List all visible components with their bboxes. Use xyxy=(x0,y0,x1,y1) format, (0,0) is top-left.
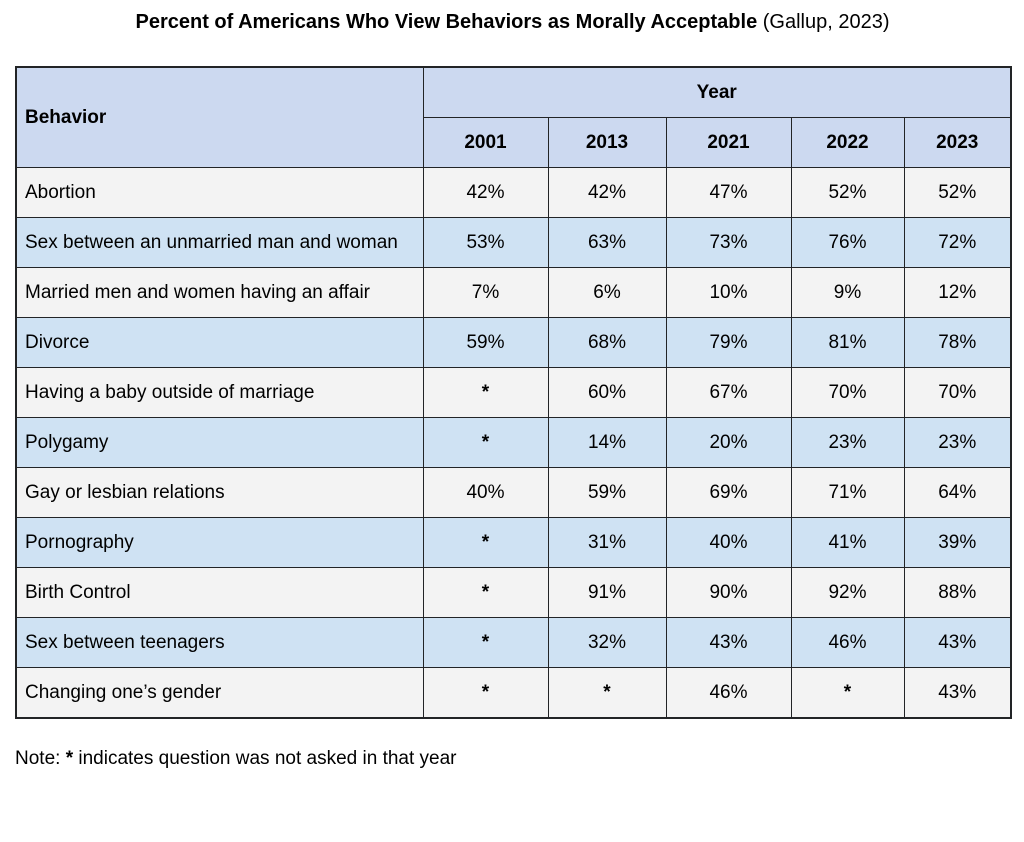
behavior-cell: Married men and women having an affair xyxy=(15,267,424,318)
value-cell: 73% xyxy=(665,217,792,268)
value-cell: 88% xyxy=(903,567,1012,618)
value-cell: 43% xyxy=(665,617,792,668)
value-cell: * xyxy=(422,517,549,568)
value-cell: * xyxy=(790,667,905,719)
year-column-header: 2013 xyxy=(547,117,667,168)
value-cell: 52% xyxy=(790,167,905,218)
behavior-cell: Gay or lesbian relations xyxy=(15,467,424,518)
morality-table: Behavior Year 2001 2013 2021 2022 2023 Abort… xyxy=(15,66,1012,719)
table-row: Gay or lesbian relations 40% 59% 69% 71% 64% xyxy=(15,467,1012,518)
value-cell: 59% xyxy=(547,467,667,518)
value-cell: 42% xyxy=(547,167,667,218)
value-cell: 23% xyxy=(790,417,905,468)
value-cell: 60% xyxy=(547,367,667,418)
note-text: indicates question was not asked in that… xyxy=(73,748,457,769)
value-cell: 41% xyxy=(790,517,905,568)
table-row: Sex between an unmarried man and woman 53… xyxy=(15,217,1012,268)
note-asterisk: * xyxy=(65,748,74,769)
value-cell: * xyxy=(422,367,549,418)
value-cell: * xyxy=(547,667,667,719)
behavior-cell: Sex between teenagers xyxy=(15,617,424,668)
table-row: Birth Control * 91% 90% 92% 88% xyxy=(15,567,1012,618)
table-row: Sex between teenagers * 32% 43% 46% 43% xyxy=(15,617,1012,668)
year-column-header: 2022 xyxy=(790,117,905,168)
value-cell: 40% xyxy=(422,467,549,518)
value-cell: 39% xyxy=(903,517,1012,568)
value-cell: 78% xyxy=(903,317,1012,368)
behavior-cell: Divorce xyxy=(15,317,424,368)
table-row: Having a baby outside of marriage * 60% 67%… xyxy=(15,367,1012,418)
value-cell: 7% xyxy=(422,267,549,318)
year-group-header: Year xyxy=(422,66,1012,118)
value-cell: 42% xyxy=(422,167,549,218)
table-row: Married men and women having an affair 7%… xyxy=(15,267,1012,318)
value-cell: 76% xyxy=(790,217,905,268)
value-cell: 59% xyxy=(422,317,549,368)
value-cell: 90% xyxy=(665,567,792,618)
year-column-header: 2023 xyxy=(903,117,1012,168)
value-cell: 6% xyxy=(547,267,667,318)
table-row: Pornography * 31% 40% 41% 39% xyxy=(15,517,1012,568)
value-cell: * xyxy=(422,617,549,668)
value-cell: 9% xyxy=(790,267,905,318)
value-cell: 70% xyxy=(790,367,905,418)
value-cell: 32% xyxy=(547,617,667,668)
value-cell: 79% xyxy=(665,317,792,368)
value-cell: 72% xyxy=(903,217,1012,268)
value-cell: 63% xyxy=(547,217,667,268)
value-cell: 31% xyxy=(547,517,667,568)
value-cell: 69% xyxy=(665,467,792,518)
value-cell: 40% xyxy=(665,517,792,568)
behavior-cell: Having a baby outside of marriage xyxy=(15,367,424,418)
value-cell: 53% xyxy=(422,217,549,268)
year-column-header: 2021 xyxy=(665,117,792,168)
behavior-cell: Changing one’s gender xyxy=(15,667,424,719)
table-row: Abortion 42% 42% 47% 52% 52% xyxy=(15,167,1012,218)
behavior-column-header: Behavior xyxy=(15,66,424,168)
value-cell: 43% xyxy=(903,667,1012,719)
value-cell: 12% xyxy=(903,267,1012,318)
table-row: Polygamy * 14% 20% 23% 23% xyxy=(15,417,1012,468)
title-source: (Gallup, 2023) xyxy=(757,11,890,33)
value-cell: 20% xyxy=(665,417,792,468)
behavior-cell: Polygamy xyxy=(15,417,424,468)
behavior-cell: Sex between an unmarried man and woman xyxy=(15,217,424,268)
behavior-cell: Pornography xyxy=(15,517,424,568)
value-cell: 14% xyxy=(547,417,667,468)
table-row: Divorce 59% 68% 79% 81% 78% xyxy=(15,317,1012,368)
table-row: Changing one’s gender * * 46% * 43% xyxy=(15,667,1012,719)
note-prefix: Note: xyxy=(15,748,66,769)
value-cell: * xyxy=(422,667,549,719)
behavior-cell: Abortion xyxy=(15,167,424,218)
value-cell: 70% xyxy=(903,367,1012,418)
note: Note: * indicates question was not asked… xyxy=(15,747,1010,771)
value-cell: 91% xyxy=(547,567,667,618)
value-cell: 43% xyxy=(903,617,1012,668)
title-main: Percent of Americans Who View Behaviors … xyxy=(135,11,758,33)
year-column-header: 2001 xyxy=(422,117,549,168)
header-row-years: 2001 2013 2021 2022 2023 xyxy=(16,117,1012,168)
behavior-cell: Birth Control xyxy=(15,567,424,618)
value-cell: * xyxy=(422,417,549,468)
value-cell: 71% xyxy=(790,467,905,518)
header-row-group: Behavior Year xyxy=(15,66,1012,168)
value-cell: 64% xyxy=(903,467,1012,518)
value-cell: 47% xyxy=(665,167,792,218)
value-cell: 92% xyxy=(790,567,905,618)
value-cell: 46% xyxy=(790,617,905,668)
value-cell: 68% xyxy=(547,317,667,368)
value-cell: 46% xyxy=(665,667,792,719)
value-cell: 67% xyxy=(665,367,792,418)
value-cell: 81% xyxy=(790,317,905,368)
value-cell: * xyxy=(422,567,549,618)
page-title: Percent of Americans Who View Behaviors … xyxy=(15,10,1010,34)
value-cell: 52% xyxy=(903,167,1012,218)
value-cell: 10% xyxy=(665,267,792,318)
value-cell: 23% xyxy=(903,417,1012,468)
